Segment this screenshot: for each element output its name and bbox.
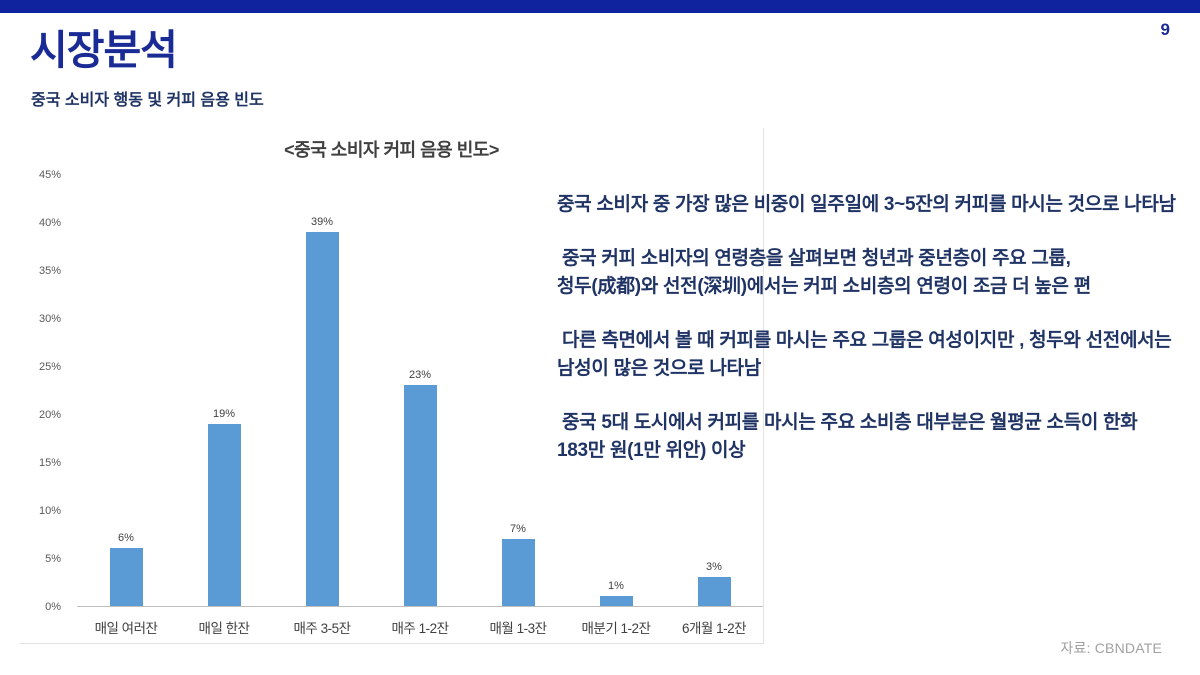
insight-text-block: 중국 소비자 중 가장 많은 비중이 일주일에 3~5잔의 커피를 마시는 것으…: [557, 191, 1185, 491]
bar-value-label: 19%: [212, 407, 236, 420]
x-axis: 매일 여러잔 매일 한잔 매주 3-5잔 매주 1-2잔 매월 1-3잔 매분기 1-2잔…: [77, 608, 763, 637]
insight-paragraph: 다른 측면에서 볼 때 커피를 마시는 주요 그룹은 여성이지만 , 청두와 선…: [557, 327, 1185, 383]
bar-value-label: 1%: [608, 580, 624, 593]
bar: [501, 538, 535, 606]
bar-column: 39%: [273, 175, 371, 606]
bar: [599, 596, 633, 606]
y-axis-label: 20%: [38, 409, 61, 421]
bar: [109, 548, 143, 606]
y-axis: 0% 5% 10% 15% 20% 25% 30% 35% 40% 45%: [20, 169, 69, 613]
x-axis-label: 매일 한잔: [198, 621, 250, 636]
x-axis-label: 매주 1-2잔: [391, 621, 449, 636]
y-axis-label: 15%: [38, 457, 61, 469]
bar-column: 19%: [175, 175, 273, 606]
bar-column: 1%: [567, 175, 665, 606]
bar-value-label: 3%: [706, 561, 722, 574]
bar-value-label: 7%: [510, 522, 526, 535]
x-axis-label: 매주 3-5잔: [293, 621, 351, 636]
insight-paragraph: 중국 소비자 중 가장 많은 비중이 일주일에 3~5잔의 커피를 마시는 것으…: [557, 191, 1185, 219]
chart-title: <중국 소비자 커피 음용 빈도>: [284, 140, 499, 160]
bar-value-label: 23%: [408, 369, 432, 382]
x-axis-label: 매분기 1-2잔: [581, 621, 651, 636]
bar-value-label: 39%: [310, 215, 334, 228]
plot-area: 6% 19% 39% 23% 7% 1% 3%: [77, 175, 763, 607]
y-axis-label: 35%: [38, 265, 61, 277]
x-axis-label: 매일 여러잔: [94, 621, 158, 636]
bar: [403, 385, 437, 606]
insight-line: 중국 5대 도시에서 커피를 마시는 주요 소비층 대부분은 월평균 소득이 한…: [557, 412, 1138, 433]
insight-paragraph: 중국 커피 소비자의 연령층을 살펴보면 청년과 중년층이 주요 그룹, 청두(…: [557, 245, 1185, 301]
bar-column: 3%: [665, 175, 763, 606]
x-axis-label: 매월 1-3잔: [489, 621, 547, 636]
x-axis-label: 6개월 1-2잔: [681, 621, 747, 636]
page-number: 9: [1160, 20, 1170, 39]
y-axis-label: 10%: [38, 505, 61, 517]
bar-chart: <중국 소비자 커피 음용 빈도> 0% 5% 10% 15% 20% 25% 30% 35%…: [20, 128, 764, 644]
y-axis-label: 30%: [38, 313, 61, 325]
bar: [305, 231, 339, 606]
insight-line: 남성이 많은 것으로 나타남: [557, 358, 761, 379]
insight-line: 중국 소비자 중 가장 많은 비중이 일주일에 3~5잔의 커피를 마시는 것으…: [557, 194, 1176, 215]
y-axis-label: 0%: [45, 601, 61, 613]
bar: [207, 423, 241, 606]
insight-line: 183만 원(1만 위안) 이상: [557, 440, 746, 461]
bar: [697, 577, 731, 606]
page-title: 시장분석: [30, 27, 178, 73]
bar-column: 7%: [469, 175, 567, 606]
insight-paragraph: 중국 5대 도시에서 커피를 마시는 주요 소비층 대부분은 월평균 소득이 한…: [557, 409, 1185, 465]
bar-column: 6%: [77, 175, 175, 606]
y-axis-label: 25%: [38, 361, 61, 373]
y-axis-label: 5%: [45, 553, 61, 565]
insight-line: 청두(成都)와 선전(深圳)에서는 커피 소비층의 연령이 조금 더 높은 편: [557, 276, 1091, 297]
y-axis-label: 40%: [38, 217, 61, 229]
page-subtitle: 중국 소비자 행동 및 커피 음용 빈도: [31, 92, 264, 109]
source-caption: 자료: CBNDATE: [1060, 640, 1162, 656]
top-accent-bar: [0, 0, 1200, 13]
bar-value-label: 6%: [118, 532, 134, 545]
insight-line: 다른 측면에서 볼 때 커피를 마시는 주요 그룹은 여성이지만 , 청두와 선…: [557, 330, 1172, 351]
y-axis-label: 45%: [38, 169, 61, 181]
bar-column: 23%: [371, 175, 469, 606]
insight-line: 중국 커피 소비자의 연령층을 살펴보면 청년과 중년층이 주요 그룹,: [557, 248, 1071, 269]
